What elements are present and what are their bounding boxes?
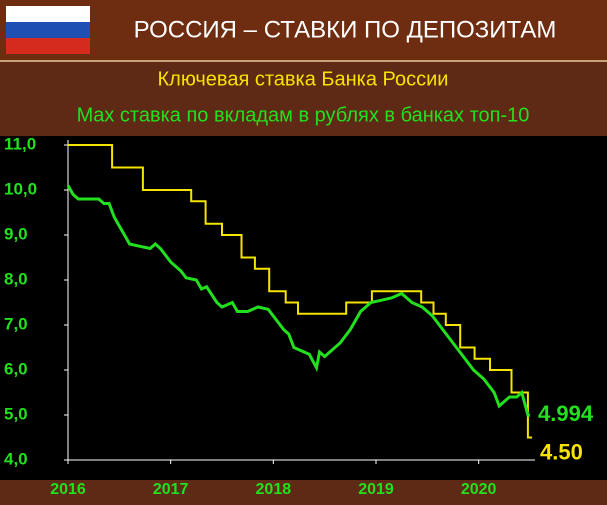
chart-title: РОССИЯ – СТАВКИ ПО ДЕПОЗИТАМ — [134, 16, 557, 43]
y-tick-label: 8,0 — [4, 269, 28, 288]
x-tick-label: 2019 — [358, 481, 394, 498]
x-tick-label: 2018 — [256, 481, 292, 498]
legend-label: Max ставка по вкладам в рублях в банках … — [77, 104, 530, 126]
x-tick-label: 2020 — [461, 481, 497, 498]
legend-label: Ключевая ставка Банка России — [158, 68, 449, 90]
series-line — [66, 184, 531, 417]
value-label: 4.994 — [538, 401, 594, 426]
value-label: 4.50 — [540, 439, 583, 464]
banner — [0, 0, 607, 60]
y-tick-label: 4,0 — [4, 449, 28, 468]
x-tick-label: 2017 — [153, 481, 189, 498]
flag — [6, 6, 90, 54]
y-tick-label: 7,0 — [4, 314, 28, 333]
y-tick-label: 10,0 — [4, 179, 37, 198]
y-tick-label: 5,0 — [4, 404, 28, 423]
plot-area — [0, 136, 607, 480]
x-tick-label: 2016 — [50, 481, 86, 498]
y-tick-label: 9,0 — [4, 224, 28, 243]
series-line — [68, 144, 533, 439]
y-tick-label: 11,0 — [4, 134, 36, 153]
y-tick-label: 6,0 — [4, 359, 28, 378]
